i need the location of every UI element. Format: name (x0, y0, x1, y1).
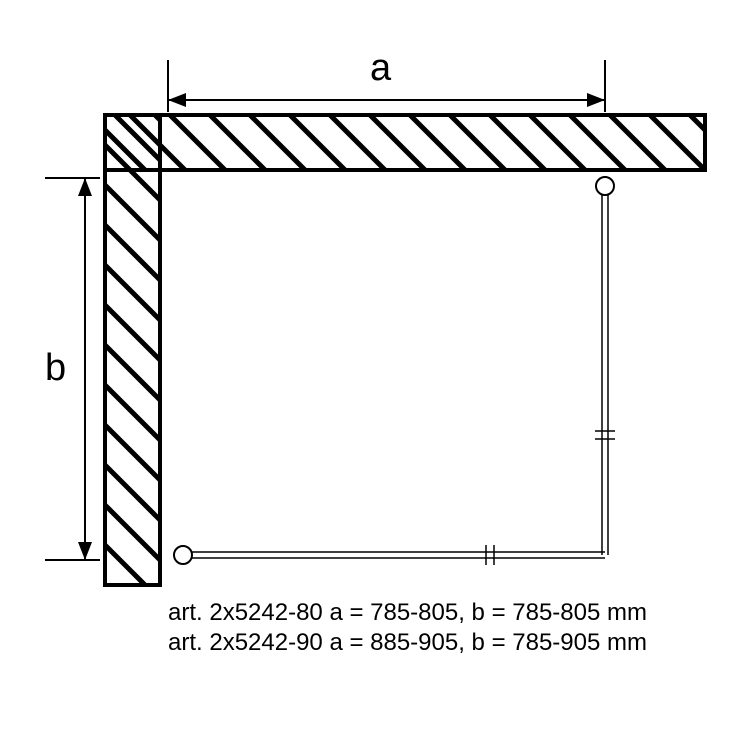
dimension-b: b (45, 178, 100, 560)
dimension-a-label: a (370, 47, 392, 89)
dimension-b-label: b (45, 347, 66, 389)
spec-line-0: art. 2x5242-80 a = 785-805, b = 785-805 … (168, 599, 647, 626)
fittings (174, 177, 615, 565)
glass-panels (175, 178, 608, 558)
spec-line-1: art. 2x5242-90 a = 885-905, b = 785-905 … (168, 629, 647, 656)
dimension-a: a (168, 47, 605, 112)
technical-diagram: a b art. 2x5242-80 a = 785-805, b = 785-… (0, 0, 750, 750)
